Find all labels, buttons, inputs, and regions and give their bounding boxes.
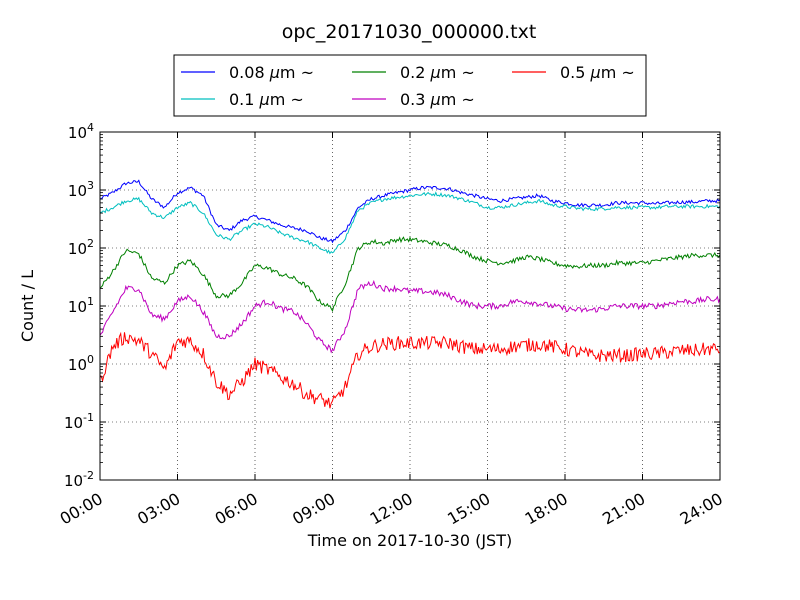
y-tick-label: 102 <box>68 237 94 258</box>
x-tick-label: 24:00 <box>677 489 726 529</box>
series-line-2 <box>99 236 721 313</box>
x-tick-label: 15:00 <box>444 489 493 529</box>
y-tick-label: 100 <box>68 353 94 374</box>
legend-label-1: 0.1 μm ~ <box>229 90 304 109</box>
x-tick-label: 06:00 <box>212 489 261 529</box>
y-tick-label: 101 <box>68 295 94 316</box>
x-axis-label: Time on 2017-10-30 (JST) <box>307 531 512 550</box>
series-lines <box>99 179 721 409</box>
x-tick-label: 21:00 <box>599 489 648 529</box>
series-line-3 <box>99 279 721 354</box>
y-tick-labels: 10-2 10-1 100 101 102 103 104 <box>64 121 94 490</box>
x-tick-label: 03:00 <box>134 489 183 529</box>
legend-label-4: 0.5 μm ~ <box>560 63 635 82</box>
y-tick-label: 10-2 <box>64 469 94 490</box>
y-tick-label: 10-1 <box>64 411 94 432</box>
series-line-0 <box>99 179 721 244</box>
gridlines <box>99 131 721 481</box>
legend-label-3: 0.3 μm ~ <box>400 90 475 109</box>
y-axis-label: Count / L <box>18 270 37 342</box>
x-tick-label: 18:00 <box>522 489 571 529</box>
x-tick-labels: 00:00 03:00 06:00 09:00 12:00 15:00 18:00 21:00… <box>57 489 726 529</box>
tick-marks <box>99 131 721 481</box>
y-tick-label: 104 <box>68 121 94 142</box>
chart-title: opc_20171030_000000.txt <box>282 21 537 43</box>
legend-box <box>173 54 647 117</box>
series-line-4 <box>99 331 721 409</box>
series-line-1 <box>99 191 721 255</box>
legend: 0.08 μm ~ 0.1 μm ~ 0.2 μm ~ 0.3 μm ~ 0.5 μm … <box>173 54 647 117</box>
x-tick-label: 00:00 <box>57 489 106 529</box>
legend-label-0: 0.08 μm ~ <box>229 63 314 82</box>
legend-label-2: 0.2 μm ~ <box>400 63 475 82</box>
x-tick-label: 12:00 <box>367 489 416 529</box>
x-tick-label: 09:00 <box>289 489 338 529</box>
y-tick-label: 103 <box>68 179 94 200</box>
